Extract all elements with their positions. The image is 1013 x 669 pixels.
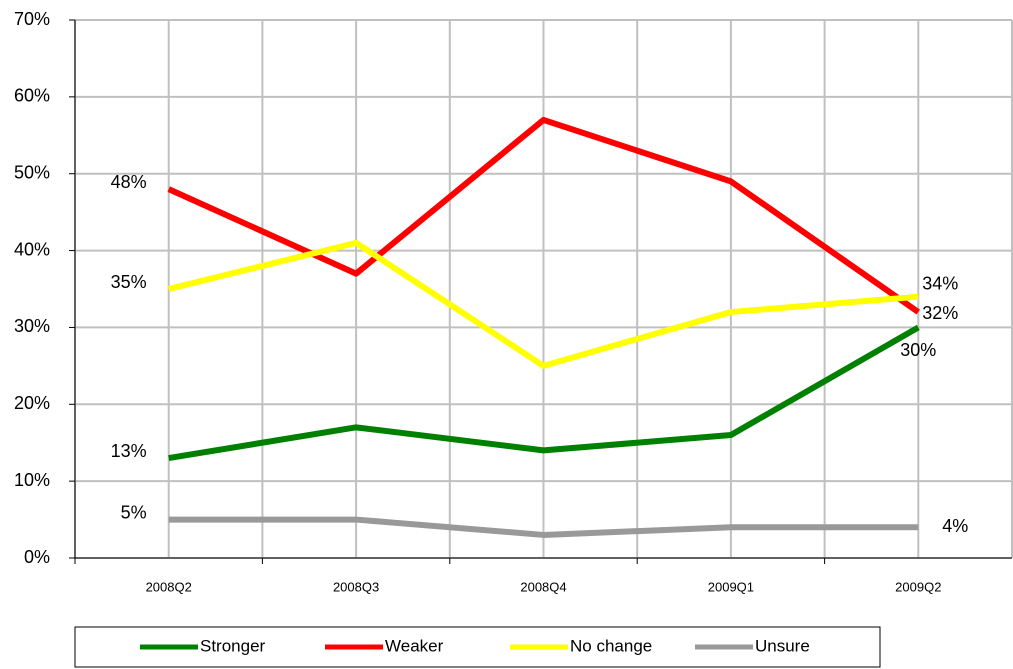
series-line bbox=[167, 239, 919, 369]
value-label: 34% bbox=[922, 273, 958, 293]
x-tick-label: 2009Q1 bbox=[708, 579, 754, 594]
value-label: 5% bbox=[121, 502, 147, 522]
value-label: 32% bbox=[922, 303, 958, 323]
value-label: 13% bbox=[111, 441, 147, 461]
x-tick-label: 2009Q2 bbox=[895, 579, 941, 594]
y-tick-label: 0% bbox=[24, 547, 50, 567]
value-label: 4% bbox=[942, 516, 968, 536]
legend-label: Stronger bbox=[200, 636, 266, 655]
legend-label: No change bbox=[570, 636, 652, 655]
series-line bbox=[167, 116, 921, 315]
x-tick-label: 2008Q2 bbox=[146, 579, 192, 594]
series-line bbox=[168, 516, 919, 538]
y-tick-label: 40% bbox=[14, 239, 50, 259]
y-tick-label: 60% bbox=[14, 86, 50, 106]
y-tick-label: 50% bbox=[14, 162, 50, 182]
y-tick-label: 30% bbox=[14, 316, 50, 336]
legend-label: Weaker bbox=[385, 636, 444, 655]
legend-label: Unsure bbox=[755, 636, 810, 655]
y-tick-label: 70% bbox=[14, 9, 50, 29]
series-line bbox=[168, 324, 920, 462]
value-label: 35% bbox=[111, 272, 147, 292]
x-tick-label: 2008Q3 bbox=[333, 579, 379, 594]
y-tick-label: 10% bbox=[14, 470, 50, 490]
value-label: 30% bbox=[900, 340, 936, 360]
y-tick-label: 20% bbox=[14, 393, 50, 413]
value-label: 48% bbox=[111, 172, 147, 192]
x-tick-label: 2008Q4 bbox=[520, 579, 566, 594]
